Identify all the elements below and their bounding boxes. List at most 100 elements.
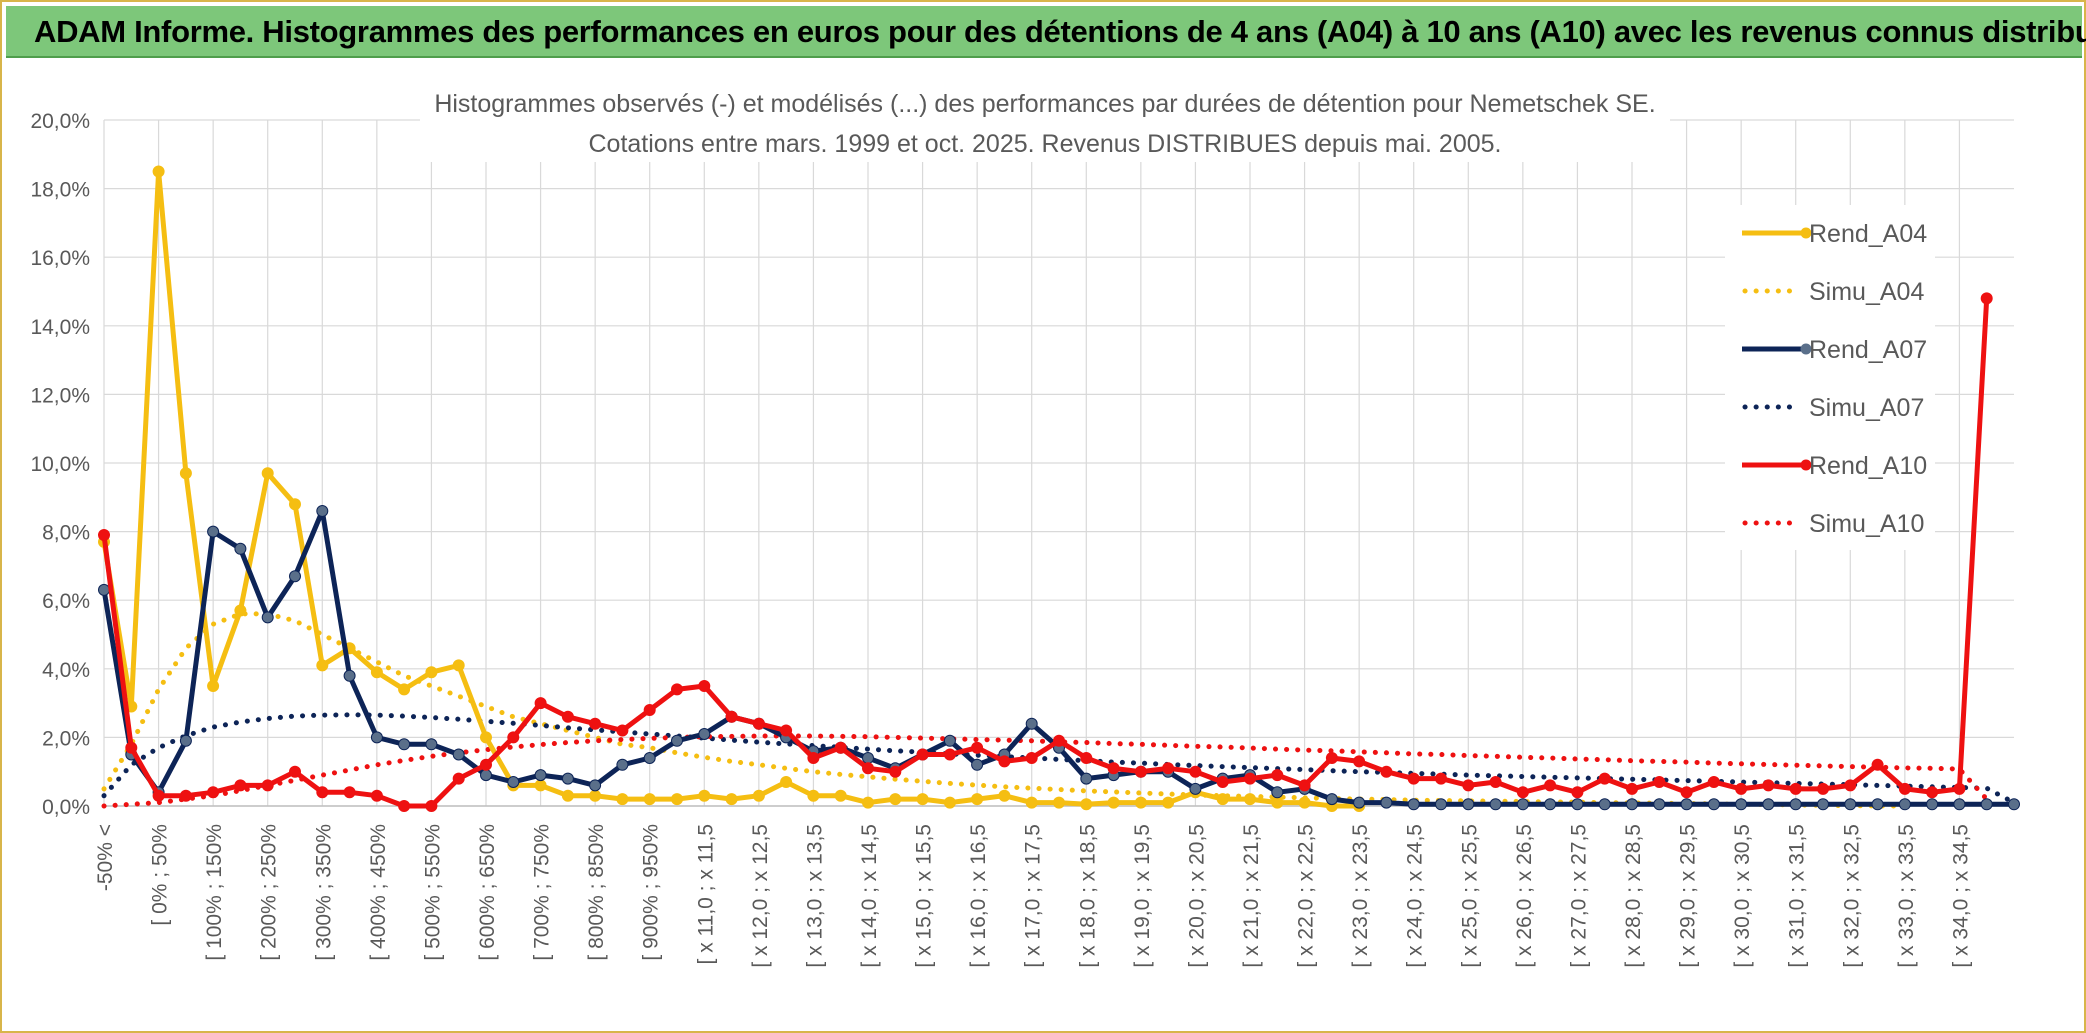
x-tick-label: [ x 33,0 ; x 33,5 <box>1895 824 1918 968</box>
data-point-rend-a07 <box>343 669 356 682</box>
data-point-rend-a07 <box>1189 782 1202 795</box>
data-point-rend-a04 <box>807 789 820 802</box>
data-point-rend-a10 <box>1653 776 1666 788</box>
data-point-rend-a07 <box>1953 798 1966 811</box>
data-point-rend-a07 <box>261 611 274 624</box>
data-point-rend-a10 <box>671 683 683 696</box>
series-line-rend-a07 <box>101 508 2014 807</box>
data-point-rend-a04 <box>1134 796 1147 809</box>
data-point-rend-a07 <box>398 738 411 751</box>
x-tick-label: [ x 27,0 ; x 27,5 <box>1567 824 1590 968</box>
data-point-rend-a04 <box>398 683 411 696</box>
data-point-rend-a04 <box>561 789 574 802</box>
data-point-rend-a07 <box>98 583 110 596</box>
data-point-rend-a07 <box>1626 798 1638 811</box>
data-point-rend-a10 <box>889 765 902 778</box>
legend-background <box>1725 205 1935 550</box>
x-tick-label: [ x 24,0 ; x 24,5 <box>1404 824 1427 968</box>
data-point-rend-a07 <box>507 776 520 788</box>
data-point-rend-a10 <box>1244 772 1256 785</box>
data-point-rend-a10 <box>1025 752 1038 764</box>
data-point-rend-a10 <box>1407 772 1420 785</box>
data-point-rend-a10 <box>316 786 329 799</box>
data-point-rend-a07 <box>943 734 956 747</box>
y-tick-label: 8,0% <box>42 522 90 545</box>
data-point-rend-a10 <box>1298 779 1311 792</box>
data-point-rend-a04 <box>943 796 956 809</box>
data-point-rend-a07 <box>1025 717 1038 730</box>
data-point-rend-a07 <box>452 748 465 761</box>
data-point-rend-a04 <box>152 165 165 178</box>
series-line-simu-a10 <box>101 733 1990 809</box>
x-tick-label: [ x 15,0 ; x 15,5 <box>913 824 936 968</box>
x-tick-label: [ x 21,0 ; x 21,5 <box>1240 824 1263 968</box>
legend-marker-rend-a07 <box>1800 343 1812 355</box>
data-point-rend-a07 <box>698 728 711 740</box>
legend-label-rend-a04: Rend_A04 <box>1809 220 1927 248</box>
data-point-rend-a07 <box>1653 798 1666 811</box>
data-point-rend-a10 <box>1898 782 1911 795</box>
data-point-rend-a04 <box>916 793 929 806</box>
legend-marker-rend-a10 <box>1800 459 1812 471</box>
data-point-rend-a07 <box>179 734 192 747</box>
x-tick-label: [ x 25,0 ; x 25,5 <box>1458 824 1481 968</box>
data-point-rend-a07 <box>1544 798 1557 811</box>
data-point-rend-a10 <box>1271 769 1284 782</box>
y-tick-label: 4,0% <box>42 659 90 682</box>
x-tick-label: [ 0% ; 50% <box>149 824 172 926</box>
legend-label-simu-a10: Simu_A10 <box>1809 510 1924 538</box>
data-point-rend-a10 <box>480 758 492 771</box>
x-tick-label: [ x 29,0 ; x 29,5 <box>1677 824 1700 968</box>
y-tick-label: 12,0% <box>30 384 90 407</box>
x-tick-label: [ x 19,0 ; x 19,5 <box>1131 824 1154 968</box>
data-point-rend-a10 <box>1980 292 1993 305</box>
data-point-rend-a04 <box>452 659 465 672</box>
data-point-rend-a10 <box>1571 786 1584 799</box>
data-point-rend-a07 <box>643 752 656 764</box>
data-point-rend-a04 <box>534 779 547 792</box>
legend-label-simu-a04: Simu_A04 <box>1809 278 1924 306</box>
data-point-rend-a04 <box>425 666 438 679</box>
data-point-rend-a10 <box>998 755 1011 768</box>
data-point-rend-a04 <box>752 789 765 802</box>
data-point-rend-a10 <box>971 741 984 754</box>
x-tick-label: -50% < <box>94 824 117 891</box>
data-point-rend-a10 <box>943 748 956 761</box>
data-point-rend-a07 <box>370 731 383 744</box>
data-point-rend-a04 <box>971 793 984 806</box>
x-tick-label: [ 500% ; 550% <box>421 824 444 961</box>
data-point-rend-a10 <box>752 717 765 730</box>
x-tick-label: [ x 34,0 ; x 34,5 <box>1949 824 1972 968</box>
data-point-rend-a10 <box>862 762 874 775</box>
data-point-rend-a10 <box>1953 782 1966 795</box>
data-point-rend-a07 <box>561 772 574 785</box>
data-point-rend-a04 <box>261 467 274 480</box>
data-point-rend-a10 <box>780 724 793 737</box>
data-point-rend-a07 <box>1325 793 1338 806</box>
y-tick-label: 16,0% <box>30 247 90 270</box>
data-point-rend-a07 <box>862 752 874 764</box>
data-point-rend-a10 <box>1735 782 1748 795</box>
data-point-rend-a10 <box>261 779 274 792</box>
x-axis: -50% < [ 0% ; 50% [ 100% ; 150% [ 200% ; 25… <box>94 824 1972 968</box>
data-point-rend-a10 <box>152 789 165 802</box>
data-point-rend-a10 <box>1380 765 1393 778</box>
x-tick-label: [ x 16,0 ; x 16,5 <box>967 824 990 968</box>
data-point-rend-a07 <box>1516 798 1529 811</box>
data-point-rend-a04 <box>1053 796 1065 809</box>
data-point-rend-a10 <box>1325 752 1338 764</box>
data-point-rend-a04 <box>698 789 711 802</box>
report-title: ADAM Informe. Histogrammes des performan… <box>34 14 2086 49</box>
chart-title-block: Histogrammes observés (-) et modélisés (… <box>420 82 1670 162</box>
data-point-rend-a10 <box>1189 765 1202 778</box>
data-point-rend-a10 <box>1871 758 1884 771</box>
data-point-rend-a10 <box>616 724 629 737</box>
data-point-rend-a10 <box>1680 786 1693 799</box>
x-tick-label: [ x 23,0 ; x 23,5 <box>1349 824 1372 968</box>
data-point-rend-a07 <box>1898 798 1911 811</box>
x-tick-label: [ x 14,0 ; x 14,5 <box>858 824 881 968</box>
data-point-rend-a07 <box>671 734 683 747</box>
data-point-rend-a10 <box>807 752 820 764</box>
data-point-rend-a07 <box>1380 796 1393 809</box>
